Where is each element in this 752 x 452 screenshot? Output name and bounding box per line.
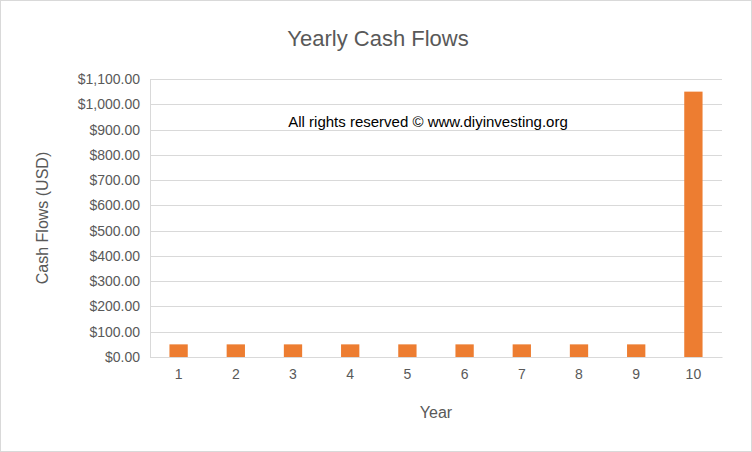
y-tick-label: $100.00 (89, 324, 140, 340)
y-tick: $1,100.00 (78, 71, 150, 87)
x-tick: 6 (461, 357, 469, 382)
y-tick: $600.00 (89, 197, 150, 213)
y-tick: $300.00 (89, 273, 150, 289)
grid-line (150, 155, 722, 156)
grid-line (150, 205, 722, 206)
x-axis: 1 2 3 4 5 6 7 8 9 10 (151, 357, 723, 382)
bar (169, 344, 187, 357)
y-tick-label: $500.00 (89, 223, 140, 239)
y-tick: $200.00 (89, 298, 150, 314)
bars (169, 92, 702, 357)
x-tick: 5 (404, 357, 412, 382)
grid-line (150, 180, 722, 181)
x-tick-label: 10 (686, 366, 702, 382)
x-tick-label: 9 (632, 366, 640, 382)
x-tick-label: 6 (461, 366, 469, 382)
x-tick-label: 4 (346, 366, 354, 382)
bar (684, 92, 702, 357)
y-tick: $400.00 (89, 248, 150, 264)
grid-line (150, 306, 722, 307)
y-tick-label: $900.00 (89, 122, 140, 138)
y-tick: $1,000.00 (78, 96, 150, 112)
x-tick: 1 (175, 357, 183, 382)
x-tick: 10 (686, 357, 702, 382)
x-tick-label: 7 (518, 366, 526, 382)
bar (284, 344, 302, 357)
y-axis: $0.00 $100.00 $200.00 $300.00 $400.00 $500.00… (78, 71, 151, 365)
bar (570, 344, 588, 357)
chart-background (1, 1, 752, 452)
grid-line (150, 332, 722, 333)
grid-line (150, 281, 722, 282)
grid-line (150, 104, 722, 105)
x-axis-line (151, 357, 723, 358)
bar (513, 344, 531, 357)
bar (627, 344, 645, 357)
x-tick-label: 5 (404, 366, 412, 382)
y-tick-label: $1,100.00 (78, 71, 140, 87)
x-tick: 3 (289, 357, 297, 382)
grid-line (150, 130, 722, 131)
y-tick: $500.00 (89, 223, 150, 239)
bar (341, 344, 359, 357)
y-tick: $700.00 (89, 172, 150, 188)
x-tick-label: 2 (232, 366, 240, 382)
y-tick-label: $0.00 (105, 349, 140, 365)
x-tick-label: 1 (175, 366, 183, 382)
y-tick-label: $800.00 (89, 147, 140, 163)
y-tick: $800.00 (89, 147, 150, 163)
title: Yearly Cash Flows (287, 26, 468, 51)
bar (398, 344, 416, 357)
x-tick-label: 8 (575, 366, 583, 382)
bar (455, 344, 473, 357)
y-tick-label: $300.00 (89, 273, 140, 289)
y-tick: $100.00 (89, 324, 150, 340)
grid-line (150, 231, 722, 232)
grid-line (150, 357, 722, 358)
x-tick: 4 (346, 357, 354, 382)
x-tick: 7 (518, 357, 526, 382)
y-tick-label: $200.00 (89, 298, 140, 314)
x-axis-title: Year (420, 404, 453, 421)
y-tick-label: $700.00 (89, 172, 140, 188)
y-tick-label: $600.00 (89, 197, 140, 213)
x-tick: 2 (232, 357, 240, 382)
y-axis-line (150, 80, 151, 358)
y-tick-label: $1,000.00 (78, 96, 140, 112)
y-axis-title: Cash Flows (USD) (34, 152, 51, 284)
chart: $0.00 $100.00 $200.00 $300.00 $400.00 $500.00… (0, 0, 752, 452)
annotation: All rights reserved © www.diyinvesting.o… (288, 113, 568, 130)
grid (150, 80, 722, 358)
grid-line (150, 256, 722, 257)
x-tick: 8 (575, 357, 583, 382)
bar (227, 344, 245, 357)
y-tick: $0.00 (105, 349, 150, 365)
x-tick: 9 (632, 357, 640, 382)
x-tick-label: 3 (289, 366, 297, 382)
grid-line (150, 79, 722, 80)
y-tick: $900.00 (89, 122, 150, 138)
y-tick-label: $400.00 (89, 248, 140, 264)
